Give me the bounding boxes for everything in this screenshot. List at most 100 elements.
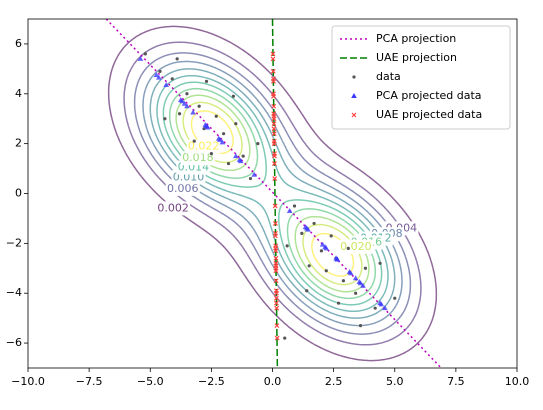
data-point <box>192 139 196 143</box>
triangle-marker <box>334 256 341 262</box>
data-point <box>292 204 297 208</box>
x-tick-label: −2.5 <box>198 375 225 388</box>
data-point <box>143 52 147 56</box>
data-point <box>241 154 245 158</box>
x-marker <box>271 116 277 122</box>
x-marker <box>273 230 278 236</box>
data-point <box>305 289 309 293</box>
x-marker <box>273 255 279 261</box>
data-point <box>312 221 316 226</box>
data-point <box>226 161 231 166</box>
data-point <box>285 244 289 248</box>
x-marker <box>272 176 278 181</box>
triangle-marker <box>181 100 188 106</box>
x-marker <box>274 305 280 311</box>
triangle-marker <box>233 153 239 159</box>
x-tick-label: 10.0 <box>505 375 530 388</box>
data-point <box>354 291 358 295</box>
data-point <box>158 69 162 73</box>
y-tick-label: −4 <box>6 286 22 299</box>
projection-line <box>105 19 442 368</box>
legend-label: data <box>376 70 401 83</box>
contour-label-bg <box>165 181 200 196</box>
x-tick-label: 7.5 <box>447 375 465 388</box>
triangle-marker <box>153 72 160 78</box>
y-tick-label: 6 <box>15 37 22 50</box>
contour-label: 0.006 <box>167 182 199 195</box>
x-tick-label: 0.0 <box>264 375 282 388</box>
projection-line <box>271 19 279 368</box>
data-point <box>393 296 397 300</box>
triangle-marker <box>356 278 363 284</box>
data-point <box>248 176 253 181</box>
data-point <box>373 306 377 310</box>
data-point <box>209 152 213 156</box>
plot-area: 0.0020.0040.0060.0080.0100.0120.0140.016… <box>105 19 442 368</box>
data-point <box>346 246 350 250</box>
data-point <box>234 122 238 126</box>
x-tick-label: −10.0 <box>11 375 45 388</box>
contour-label: 0.022 <box>188 140 220 153</box>
x-marker <box>270 51 276 57</box>
x-marker <box>273 268 279 274</box>
contour-label-bg <box>338 239 373 254</box>
contour-label: 0.020 <box>340 240 372 253</box>
x-marker <box>273 248 279 254</box>
data-point <box>324 269 328 273</box>
y-tick-label: 4 <box>15 87 22 100</box>
x-marker <box>273 288 279 294</box>
data-point <box>204 79 209 83</box>
contour-line <box>123 41 422 346</box>
data-point <box>307 264 311 268</box>
triangle-marker <box>237 158 244 164</box>
data-point <box>231 94 235 98</box>
triangle-marker <box>202 121 209 127</box>
y-tick-label: −2 <box>6 236 22 249</box>
x-marker <box>274 323 280 329</box>
x-marker <box>273 220 278 226</box>
triangle-marker <box>323 245 330 251</box>
x-marker <box>272 153 277 159</box>
data-point <box>197 104 201 108</box>
legend-marker <box>351 112 357 118</box>
y-tick-label: −6 <box>6 336 22 349</box>
legend-label: UAE projected data <box>376 108 482 121</box>
x-marker <box>270 56 276 62</box>
data-point <box>185 92 189 96</box>
x-tick-label: 5.0 <box>386 375 404 388</box>
x-tick-label: 2.5 <box>325 375 343 388</box>
triangle-marker <box>156 74 162 80</box>
legend-marker <box>352 75 356 79</box>
data-point <box>329 234 333 238</box>
data-point <box>163 117 167 121</box>
data-point <box>214 114 218 118</box>
legend-box <box>331 25 511 130</box>
data-point <box>222 132 226 136</box>
data-point <box>341 279 346 283</box>
x-marker <box>271 131 277 137</box>
legend-marker <box>351 93 357 98</box>
legend-label: PCA projected data <box>376 89 482 102</box>
x-marker <box>273 243 279 249</box>
x-marker <box>273 278 279 284</box>
legend-label: PCA projection <box>376 32 456 45</box>
triangle-marker <box>163 82 169 88</box>
x-marker <box>271 126 277 132</box>
y-tick-label: 0 <box>15 187 22 200</box>
x-marker <box>271 78 276 84</box>
x-tick-label: −7.5 <box>76 375 103 388</box>
contour-label-bg <box>180 151 215 166</box>
triangle-marker <box>190 109 196 115</box>
x-marker <box>270 68 276 74</box>
data-point <box>336 301 341 305</box>
x-marker <box>271 121 277 127</box>
contour-label-bg <box>156 201 191 216</box>
triangle-marker <box>286 207 293 213</box>
data-point <box>256 142 260 146</box>
triangle-marker <box>179 98 185 104</box>
contour-label: 0.018 <box>182 151 214 164</box>
triangle-marker <box>319 241 326 247</box>
data-point <box>283 336 287 340</box>
triangle-marker <box>382 305 388 311</box>
